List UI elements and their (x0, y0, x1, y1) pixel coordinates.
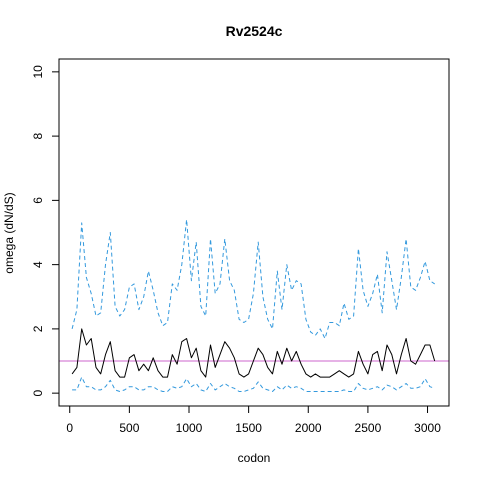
plot-lines (59, 219, 449, 392)
chart-title: Rv2524c (226, 23, 283, 39)
omega-lower-bound-line (72, 376, 435, 392)
omega-upper-bound-line (71, 219, 435, 339)
x-tick-label: 1000 (176, 421, 203, 435)
omega-estimate-line (71, 328, 436, 378)
x-tick-label: 2500 (355, 421, 382, 435)
y-tick-label: 6 (31, 197, 45, 204)
x-tick-label: 500 (119, 421, 139, 435)
y-tick-label: 10 (31, 65, 45, 79)
y-axis: 0 2 4 6 8 10 (31, 65, 60, 396)
y-axis-label: omega (dN/dS) (2, 192, 16, 273)
y-tick-label: 2 (31, 325, 45, 332)
x-tick-label: 2000 (295, 421, 322, 435)
x-tick-label: 1500 (235, 421, 262, 435)
x-tick-label: 0 (66, 421, 73, 435)
plot-frame (58, 58, 450, 407)
y-tick-label: 4 (31, 261, 45, 268)
y-tick-label: 0 (31, 389, 45, 396)
x-tick-label: 3000 (414, 421, 441, 435)
y-tick-label: 8 (31, 132, 45, 139)
x-axis: 0 500 1000 1500 2000 2500 3000 (66, 405, 441, 435)
x-axis-label: codon (238, 451, 271, 465)
